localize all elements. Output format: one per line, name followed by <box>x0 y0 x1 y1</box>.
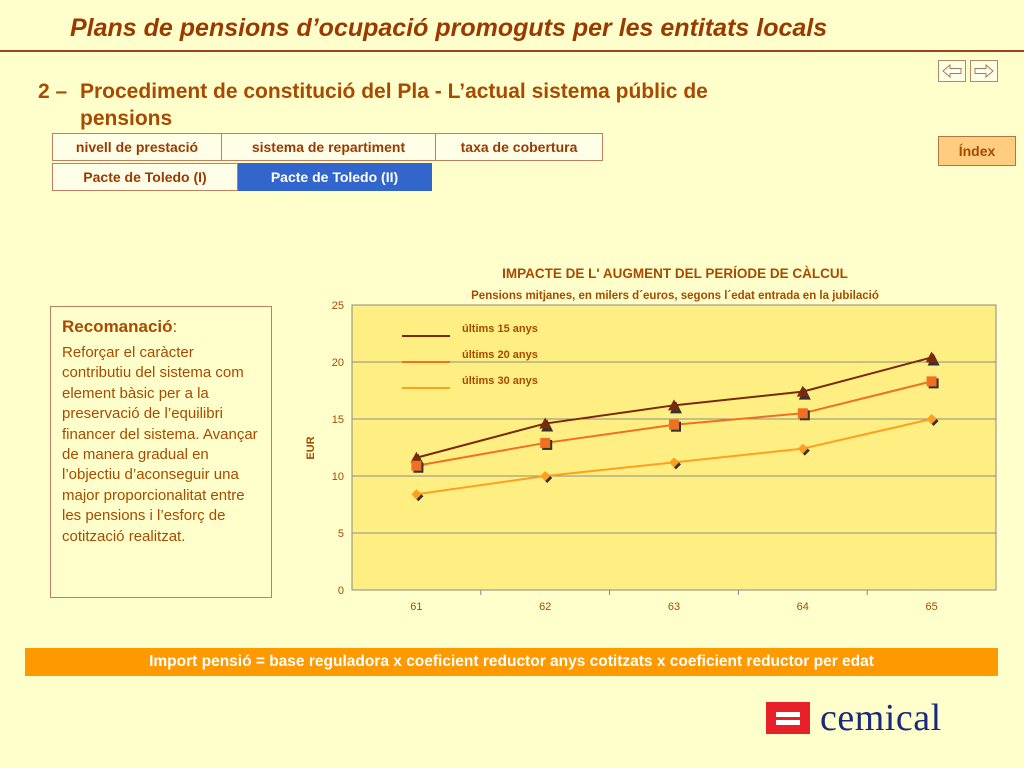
section-title-line1: Procediment de constitució del Pla - L’a… <box>80 80 708 103</box>
recommendation-heading: Recomanació: <box>62 317 261 337</box>
tab-pacte-de-toledo-1[interactable]: Pacte de Toledo (I) <box>52 163 238 191</box>
series-1-point <box>668 399 682 414</box>
chart-title: IMPACTE DE L' AUGMENT DEL PERÍODE DE CÀL… <box>502 266 848 281</box>
recommendation-text: Reforçar el caràcter contributiu del sis… <box>62 344 258 545</box>
section-title-line2: pensions <box>80 107 173 130</box>
tabs-row-2: Pacte de Toledo (I) Pacte de Toledo (II) <box>52 163 432 191</box>
series-3-point <box>669 457 681 470</box>
x-tick-label: 62 <box>539 601 551 613</box>
grid-lines <box>352 361 996 534</box>
recommendation-title: Recomanació <box>62 317 173 336</box>
x-tick-label: 64 <box>797 601 809 613</box>
tab-taxa-de-cobertura[interactable]: taxa de cobertura <box>436 133 603 161</box>
series-3-point <box>926 414 939 426</box>
tabs-row-1: nivell de prestació sistema de repartime… <box>52 133 603 161</box>
series-3-point <box>540 471 553 483</box>
legend-label: últims 15 anys <box>462 323 538 335</box>
index-button[interactable]: Índex <box>938 136 1016 166</box>
x-tick-label: 63 <box>668 601 680 613</box>
nav-arrows <box>938 60 998 82</box>
tab-sistema-de-repartiment[interactable]: sistema de repartiment <box>222 133 436 161</box>
pension-formula: Import pensió = base reguladora x coefic… <box>25 648 998 676</box>
x-tick-label: 61 <box>410 601 422 613</box>
series-3-point <box>411 489 424 502</box>
title-divider <box>0 50 1024 52</box>
forward-button[interactable] <box>970 60 998 82</box>
recommendation-box: Recomanació: Reforçar el caràcter contri… <box>50 306 272 598</box>
section-title: 2 – Procediment de constitució del Pla - … <box>38 78 918 132</box>
x-axis-ticks: 61 62 63 64 65 <box>410 590 938 613</box>
chart-subtitle: Pensions mitjanes, en milers d´euros, se… <box>471 290 879 302</box>
series-2-point <box>540 437 553 450</box>
y-tick-label: 15 <box>332 414 344 426</box>
y-tick-label: 25 <box>332 300 344 312</box>
recommendation-colon: : <box>172 317 178 336</box>
y-axis-ticks: 0 5 10 15 20 25 <box>332 300 344 597</box>
series-2-point <box>411 460 424 473</box>
x-tick-label: 65 <box>925 601 937 613</box>
page-title: Plans de pensions d’ocupació promoguts p… <box>70 14 828 42</box>
plot-area <box>351 304 997 591</box>
logo-mark-icon <box>766 702 810 734</box>
series-3-point <box>797 443 810 456</box>
series-1-point <box>796 385 811 400</box>
section-number: 2 – <box>38 80 68 103</box>
back-button[interactable] <box>938 60 966 82</box>
series-2-point <box>926 376 939 389</box>
logo-wordmark: cemical <box>820 697 942 739</box>
y-tick-label: 10 <box>332 471 344 483</box>
y-tick-label: 5 <box>338 528 344 540</box>
chart-series <box>410 351 940 502</box>
series-1-point <box>925 351 940 366</box>
y-tick-label: 20 <box>332 357 344 369</box>
pension-chart: IMPACTE DE L' AUGMENT DEL PERÍODE DE CÀL… <box>305 266 997 613</box>
series-1-point <box>539 417 554 432</box>
left-arrow-icon <box>942 64 962 78</box>
y-axis-label: EUR <box>305 436 317 459</box>
y-tick-label: 0 <box>338 585 344 597</box>
cemical-logo: cemical <box>766 697 942 739</box>
legend-label: últims 20 anys <box>462 349 538 361</box>
tab-pacte-de-toledo-2[interactable]: Pacte de Toledo (II) <box>238 163 432 191</box>
right-arrow-icon <box>974 64 994 78</box>
series-2-point <box>669 419 681 432</box>
legend-label: últims 30 anys <box>462 375 538 387</box>
series-2-point <box>797 408 810 421</box>
tab-nivell-de-prestacio[interactable]: nivell de prestació <box>52 133 222 161</box>
chart-legend: últims 15 anys últims 20 anys últims 30 an… <box>402 323 538 389</box>
